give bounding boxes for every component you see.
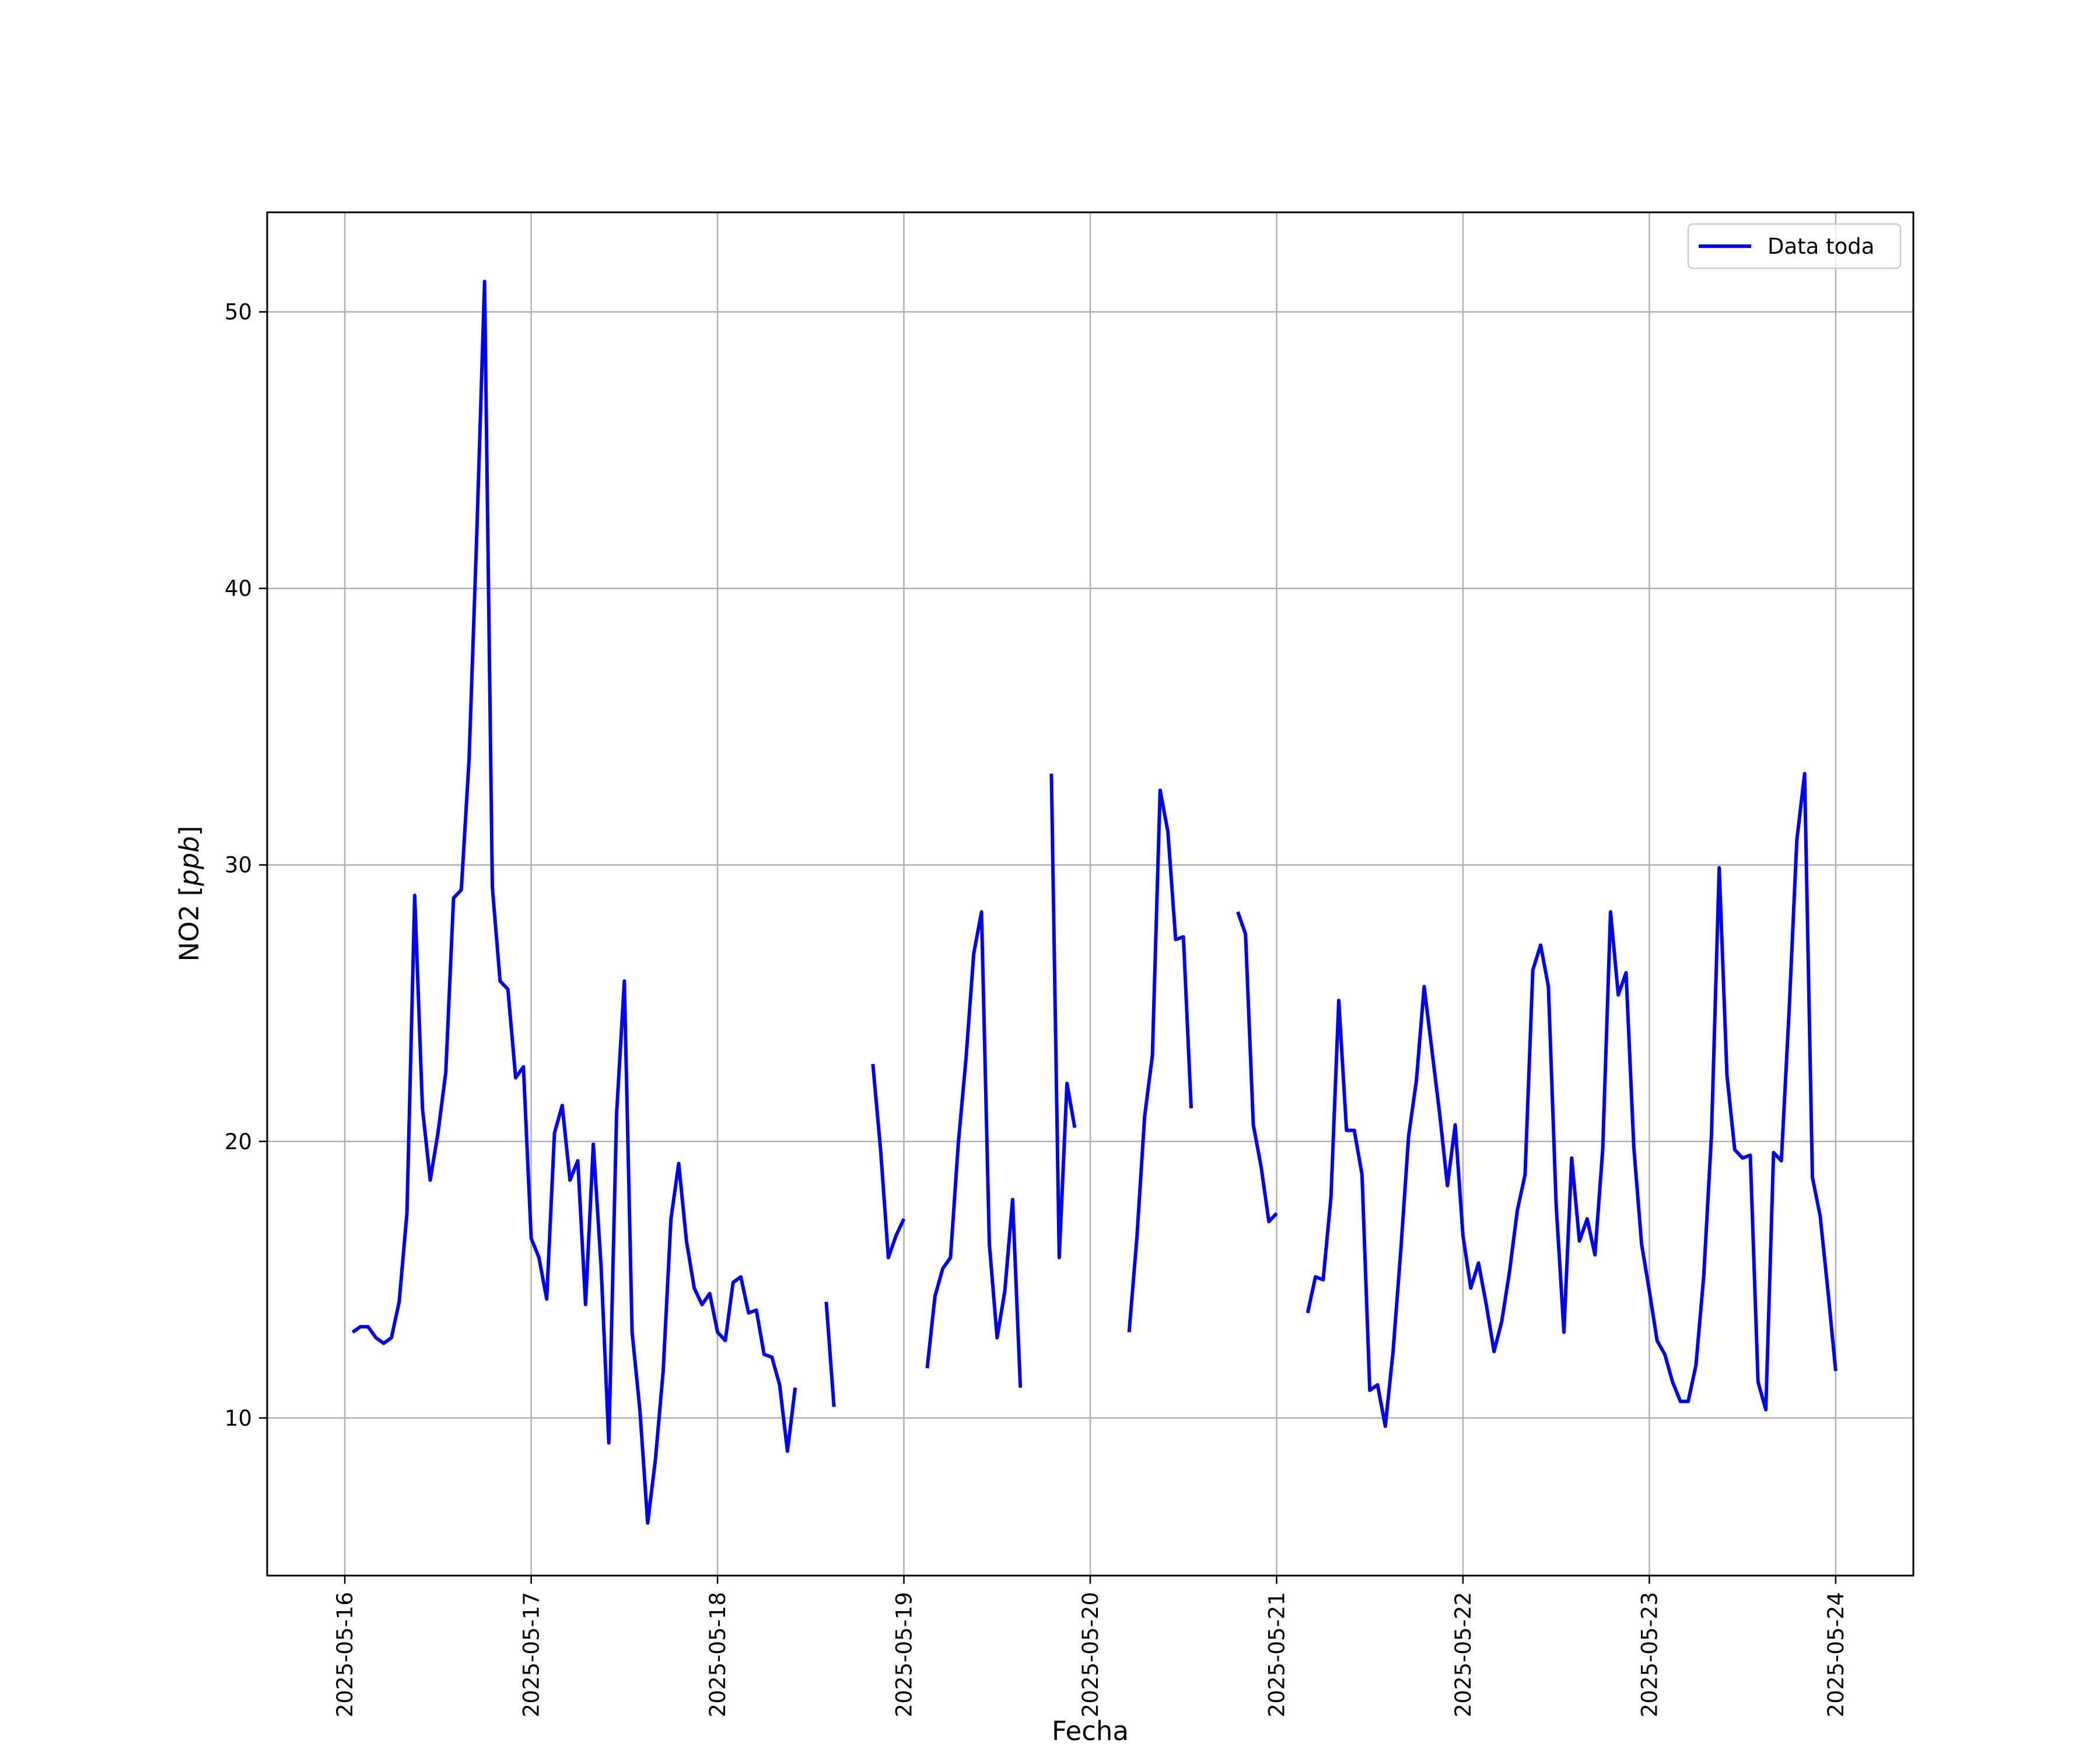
y-tick-label: 30 [225, 853, 252, 878]
x-tick-label: 2025-05-20 [1078, 1592, 1103, 1717]
legend-entry-label: Data toda [1768, 234, 1874, 259]
legend: Data toda [1687, 223, 1902, 270]
x-axis-ticks: 2025-05-16 2025-05-17 2025-05-18 2025-05-19… [332, 1576, 1849, 1717]
series-line-segment [871, 1063, 906, 1259]
y-axis-label: NO2 [ppb] [174, 826, 205, 962]
x-tick-label: 2025-05-22 [1451, 1592, 1476, 1717]
x-tick-label: 2025-05-23 [1637, 1592, 1662, 1717]
y-axis-label-quantity: NO2 [ [174, 886, 205, 962]
series-lines [351, 279, 1838, 1525]
y-tick-label: 50 [225, 300, 252, 325]
y-axis-label-close: ] [174, 826, 205, 836]
y-tick-label: 10 [225, 1406, 252, 1431]
y-axis-label-unit: ppb [174, 836, 205, 887]
x-tick-label: 2025-05-21 [1264, 1592, 1289, 1717]
series-line-segment [1049, 774, 1077, 1259]
x-tick-label: 2025-05-19 [892, 1592, 917, 1717]
x-tick-label: 2025-05-24 [1824, 1592, 1849, 1717]
series-line-segment [1306, 772, 1838, 1428]
x-tick-label: 2025-05-16 [332, 1592, 358, 1717]
y-axis-ticks: 10 20 30 40 50 [225, 300, 267, 1431]
y-tick-label: 40 [225, 576, 252, 601]
y-tick-label: 20 [225, 1129, 252, 1154]
gridlines [267, 212, 1913, 1576]
series-line-segment [1127, 788, 1193, 1333]
series-line-segment [351, 279, 797, 1525]
series-line-segment [925, 910, 1023, 1388]
series-line-segment [1236, 911, 1278, 1224]
x-tick-label: 2025-05-17 [519, 1592, 544, 1717]
legend-box [1687, 223, 1902, 270]
x-tick-label: 2025-05-18 [705, 1592, 730, 1717]
series-line-segment [824, 1301, 836, 1408]
x-axis-label: Fecha [1052, 1716, 1129, 1746]
